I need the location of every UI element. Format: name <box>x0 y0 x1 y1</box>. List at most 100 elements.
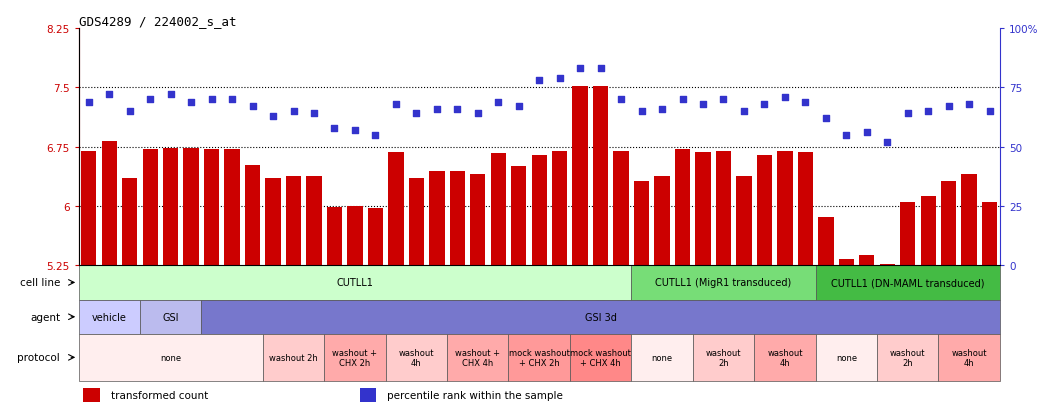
Text: none: none <box>160 353 181 362</box>
Text: washout
4h: washout 4h <box>767 348 803 367</box>
Text: percentile rank within the sample: percentile rank within the sample <box>387 390 563 400</box>
Point <box>899 111 916 117</box>
Point <box>572 66 588 72</box>
Point <box>490 99 507 106</box>
Bar <box>938 334 1000 381</box>
Point <box>797 99 814 106</box>
Point <box>981 109 998 115</box>
Bar <box>877 334 938 381</box>
Bar <box>140 300 201 334</box>
Bar <box>614 151 629 266</box>
Bar <box>839 259 854 266</box>
Bar <box>81 152 96 266</box>
Text: mock washout
+ CHX 4h: mock washout + CHX 4h <box>571 348 631 367</box>
Bar <box>245 165 261 266</box>
Bar <box>879 265 895 266</box>
Text: CUTLL1 (DN-MAML transduced): CUTLL1 (DN-MAML transduced) <box>831 278 984 288</box>
Text: washout 2h: washout 2h <box>269 353 318 362</box>
Text: transformed count: transformed count <box>111 390 208 400</box>
Bar <box>736 176 752 266</box>
Point <box>347 127 363 134</box>
Bar <box>511 167 527 266</box>
Text: CUTLL1: CUTLL1 <box>336 278 374 288</box>
Point <box>244 104 261 110</box>
Point <box>306 111 322 117</box>
Bar <box>818 218 833 266</box>
Point <box>838 132 854 139</box>
Bar <box>385 334 447 381</box>
Bar <box>920 197 936 266</box>
Text: washout +
CHX 4h: washout + CHX 4h <box>455 348 500 367</box>
Bar <box>224 150 240 266</box>
Point <box>469 111 486 117</box>
Bar <box>860 255 874 266</box>
Bar <box>388 153 403 266</box>
Bar <box>79 300 140 334</box>
Bar <box>532 155 547 266</box>
Text: none: none <box>836 353 856 362</box>
Bar <box>509 334 570 381</box>
Text: agent: agent <box>30 312 60 322</box>
Bar <box>757 155 772 266</box>
Point <box>859 130 875 136</box>
Bar <box>183 149 199 266</box>
Text: GSI 3d: GSI 3d <box>584 312 617 322</box>
Point <box>940 104 957 110</box>
Bar <box>367 209 383 266</box>
Text: CUTLL1 (MigR1 transduced): CUTLL1 (MigR1 transduced) <box>655 278 792 288</box>
Bar <box>201 300 1000 334</box>
Bar <box>961 175 977 266</box>
Bar <box>348 206 362 266</box>
Point <box>653 106 670 113</box>
Text: mock washout
+ CHX 2h: mock washout + CHX 2h <box>509 348 570 367</box>
Bar <box>204 150 219 266</box>
Bar <box>122 179 137 266</box>
Text: GDS4289 / 224002_s_at: GDS4289 / 224002_s_at <box>79 15 236 28</box>
Point <box>203 97 220 103</box>
Point <box>387 101 404 108</box>
Bar <box>163 149 178 266</box>
Bar <box>265 179 281 266</box>
Bar <box>693 334 754 381</box>
Bar <box>79 334 263 381</box>
Text: washout
4h: washout 4h <box>399 348 435 367</box>
Bar <box>102 142 117 266</box>
Point <box>694 101 711 108</box>
Bar <box>447 334 509 381</box>
Bar <box>307 176 321 266</box>
Text: cell line: cell line <box>20 278 60 288</box>
Bar <box>798 153 814 266</box>
Bar <box>900 202 915 266</box>
Bar <box>716 151 731 266</box>
Bar <box>327 207 342 266</box>
Point <box>224 97 241 103</box>
Point <box>818 116 834 122</box>
Bar <box>491 154 506 266</box>
Bar <box>633 181 649 266</box>
Bar <box>408 179 424 266</box>
Point <box>510 104 527 110</box>
Point <box>612 97 629 103</box>
Point <box>81 99 97 106</box>
Point <box>961 101 978 108</box>
Bar <box>83 388 99 402</box>
Bar <box>359 388 376 402</box>
Point <box>183 99 200 106</box>
Bar <box>570 334 631 381</box>
Bar <box>941 181 956 266</box>
Text: none: none <box>651 353 672 362</box>
Bar <box>263 334 325 381</box>
Point <box>715 97 732 103</box>
Bar <box>982 202 998 266</box>
Bar <box>429 172 445 266</box>
Bar <box>552 151 567 266</box>
Bar <box>79 266 631 300</box>
Point <box>756 101 773 108</box>
Bar <box>631 334 693 381</box>
Text: washout
2h: washout 2h <box>890 348 926 367</box>
Bar <box>654 176 670 266</box>
Bar <box>325 334 385 381</box>
Point <box>531 78 548 84</box>
Point <box>367 132 384 139</box>
Point <box>428 106 445 113</box>
